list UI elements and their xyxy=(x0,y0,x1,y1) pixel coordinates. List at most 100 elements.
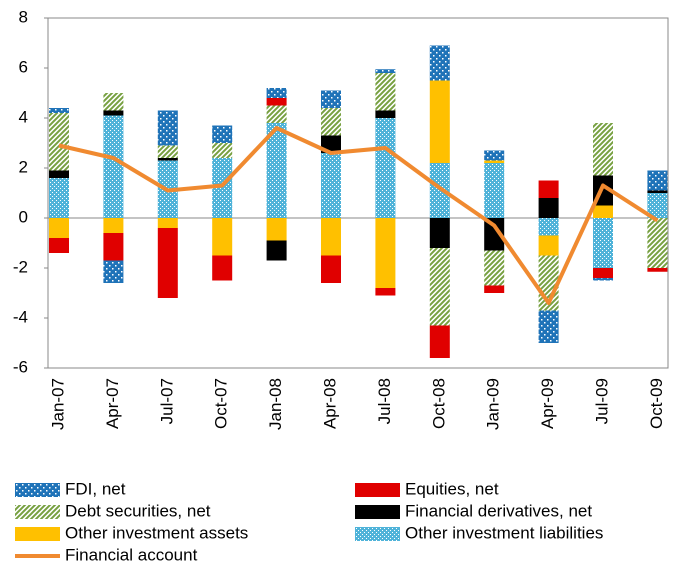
bar-segment xyxy=(484,250,505,286)
bar-segment xyxy=(375,118,396,218)
bar-segment xyxy=(593,218,613,268)
legend-swatch xyxy=(15,505,60,519)
bar-segment xyxy=(321,153,341,218)
bar-segment xyxy=(593,278,613,281)
bar-segment xyxy=(49,170,69,178)
bar-segment xyxy=(212,125,233,143)
bar-segment xyxy=(212,218,233,256)
bar-segment xyxy=(266,123,287,218)
bar-segment xyxy=(593,123,613,176)
bar-segment xyxy=(429,163,450,218)
bar-segment xyxy=(375,288,396,296)
legend-label: Other investment assets xyxy=(65,523,248,542)
x-tick-label: Oct-08 xyxy=(429,378,448,429)
bar-segment xyxy=(103,233,124,261)
x-tick-label: Jul-08 xyxy=(375,378,394,424)
bar-segment xyxy=(484,285,505,293)
bar-segment xyxy=(266,105,287,123)
bar-segment xyxy=(375,73,396,111)
bar-segment xyxy=(157,228,178,298)
bar-segment xyxy=(375,218,396,288)
bar-segment xyxy=(429,325,450,358)
bar-segment xyxy=(321,255,341,283)
legend-swatch xyxy=(355,527,400,541)
bar-segment xyxy=(157,110,178,146)
bar-segment xyxy=(103,93,124,111)
bar-segment xyxy=(429,45,450,81)
legend-swatch xyxy=(15,527,60,541)
x-tick-label: Jan-09 xyxy=(484,378,503,430)
y-tick-label: 8 xyxy=(19,7,28,26)
y-tick-label: 6 xyxy=(19,57,28,76)
bar-segment xyxy=(484,150,505,161)
bar-segment xyxy=(484,218,505,251)
bar-segment xyxy=(647,190,668,193)
bar-segment xyxy=(49,218,69,238)
x-tick-label: Jul-09 xyxy=(592,378,611,424)
legend-swatch xyxy=(15,483,60,497)
y-tick-label: -4 xyxy=(13,307,28,326)
line xyxy=(58,126,659,305)
bar-segment xyxy=(593,205,613,218)
bar-segment xyxy=(538,218,559,236)
x-tick-label: Jul-07 xyxy=(157,378,176,424)
legend-label: Financial derivatives, net xyxy=(405,501,592,520)
y-tick-label: -2 xyxy=(13,257,28,276)
bar-segment xyxy=(647,170,668,191)
bar-segment xyxy=(321,90,341,108)
bar-segment xyxy=(157,145,178,158)
bar-segment xyxy=(321,108,341,136)
bar-segment xyxy=(103,260,124,283)
bar-segment xyxy=(375,110,396,118)
legend-label: Other investment liabilities xyxy=(405,523,603,542)
bar-segment xyxy=(429,218,450,248)
legend-label: Financial account xyxy=(65,545,198,564)
bar-segment xyxy=(212,143,233,158)
x-tick-label: Jan-07 xyxy=(48,378,67,430)
x-tick-label: Apr-09 xyxy=(538,378,557,429)
y-tick-label: 4 xyxy=(19,107,28,126)
bar-segment xyxy=(103,110,124,116)
bar-segment xyxy=(321,218,341,256)
bar-segment xyxy=(157,158,178,161)
bar-segment xyxy=(49,113,69,171)
x-tick-label: Oct-07 xyxy=(212,378,231,429)
y-tick-label: -6 xyxy=(13,357,28,376)
bar-segment xyxy=(103,218,124,233)
bar-segment xyxy=(538,235,559,256)
bar-segment xyxy=(538,180,559,198)
legend-label: Debt securities, net xyxy=(65,501,211,520)
bar-segment xyxy=(484,163,505,218)
bar-segment xyxy=(212,255,233,281)
bar-segment xyxy=(103,115,124,218)
bar-segment xyxy=(266,98,287,106)
bar-segment xyxy=(266,218,287,241)
bar-segment xyxy=(49,108,69,113)
bar-segment xyxy=(266,240,287,261)
bar-segment xyxy=(49,178,69,218)
bar-segment xyxy=(429,80,450,163)
legend-swatch xyxy=(355,483,400,497)
bar-segment xyxy=(538,198,559,218)
bar-segment xyxy=(375,69,396,73)
bar-segment xyxy=(647,193,668,218)
bar-segment xyxy=(538,310,559,343)
bar-segment xyxy=(647,268,668,272)
bar-segment xyxy=(212,158,233,218)
x-tick-label: Jan-08 xyxy=(266,378,285,430)
plot-frame xyxy=(47,17,669,369)
x-tick-label: Apr-08 xyxy=(320,378,339,429)
legend-label: Equities, net xyxy=(405,479,499,498)
y-tick-label: 2 xyxy=(19,157,28,176)
legend-label: FDI, net xyxy=(65,479,126,498)
x-tick-label: Oct-09 xyxy=(647,378,666,429)
bar-segment xyxy=(593,268,613,278)
bar-segment xyxy=(49,238,69,253)
legend-swatch xyxy=(355,505,400,519)
bar-segment xyxy=(647,218,668,268)
x-tick-label: Apr-07 xyxy=(103,378,122,429)
bar-segment xyxy=(429,248,450,326)
bar-segment xyxy=(484,160,505,163)
y-tick-label: 0 xyxy=(19,207,28,226)
